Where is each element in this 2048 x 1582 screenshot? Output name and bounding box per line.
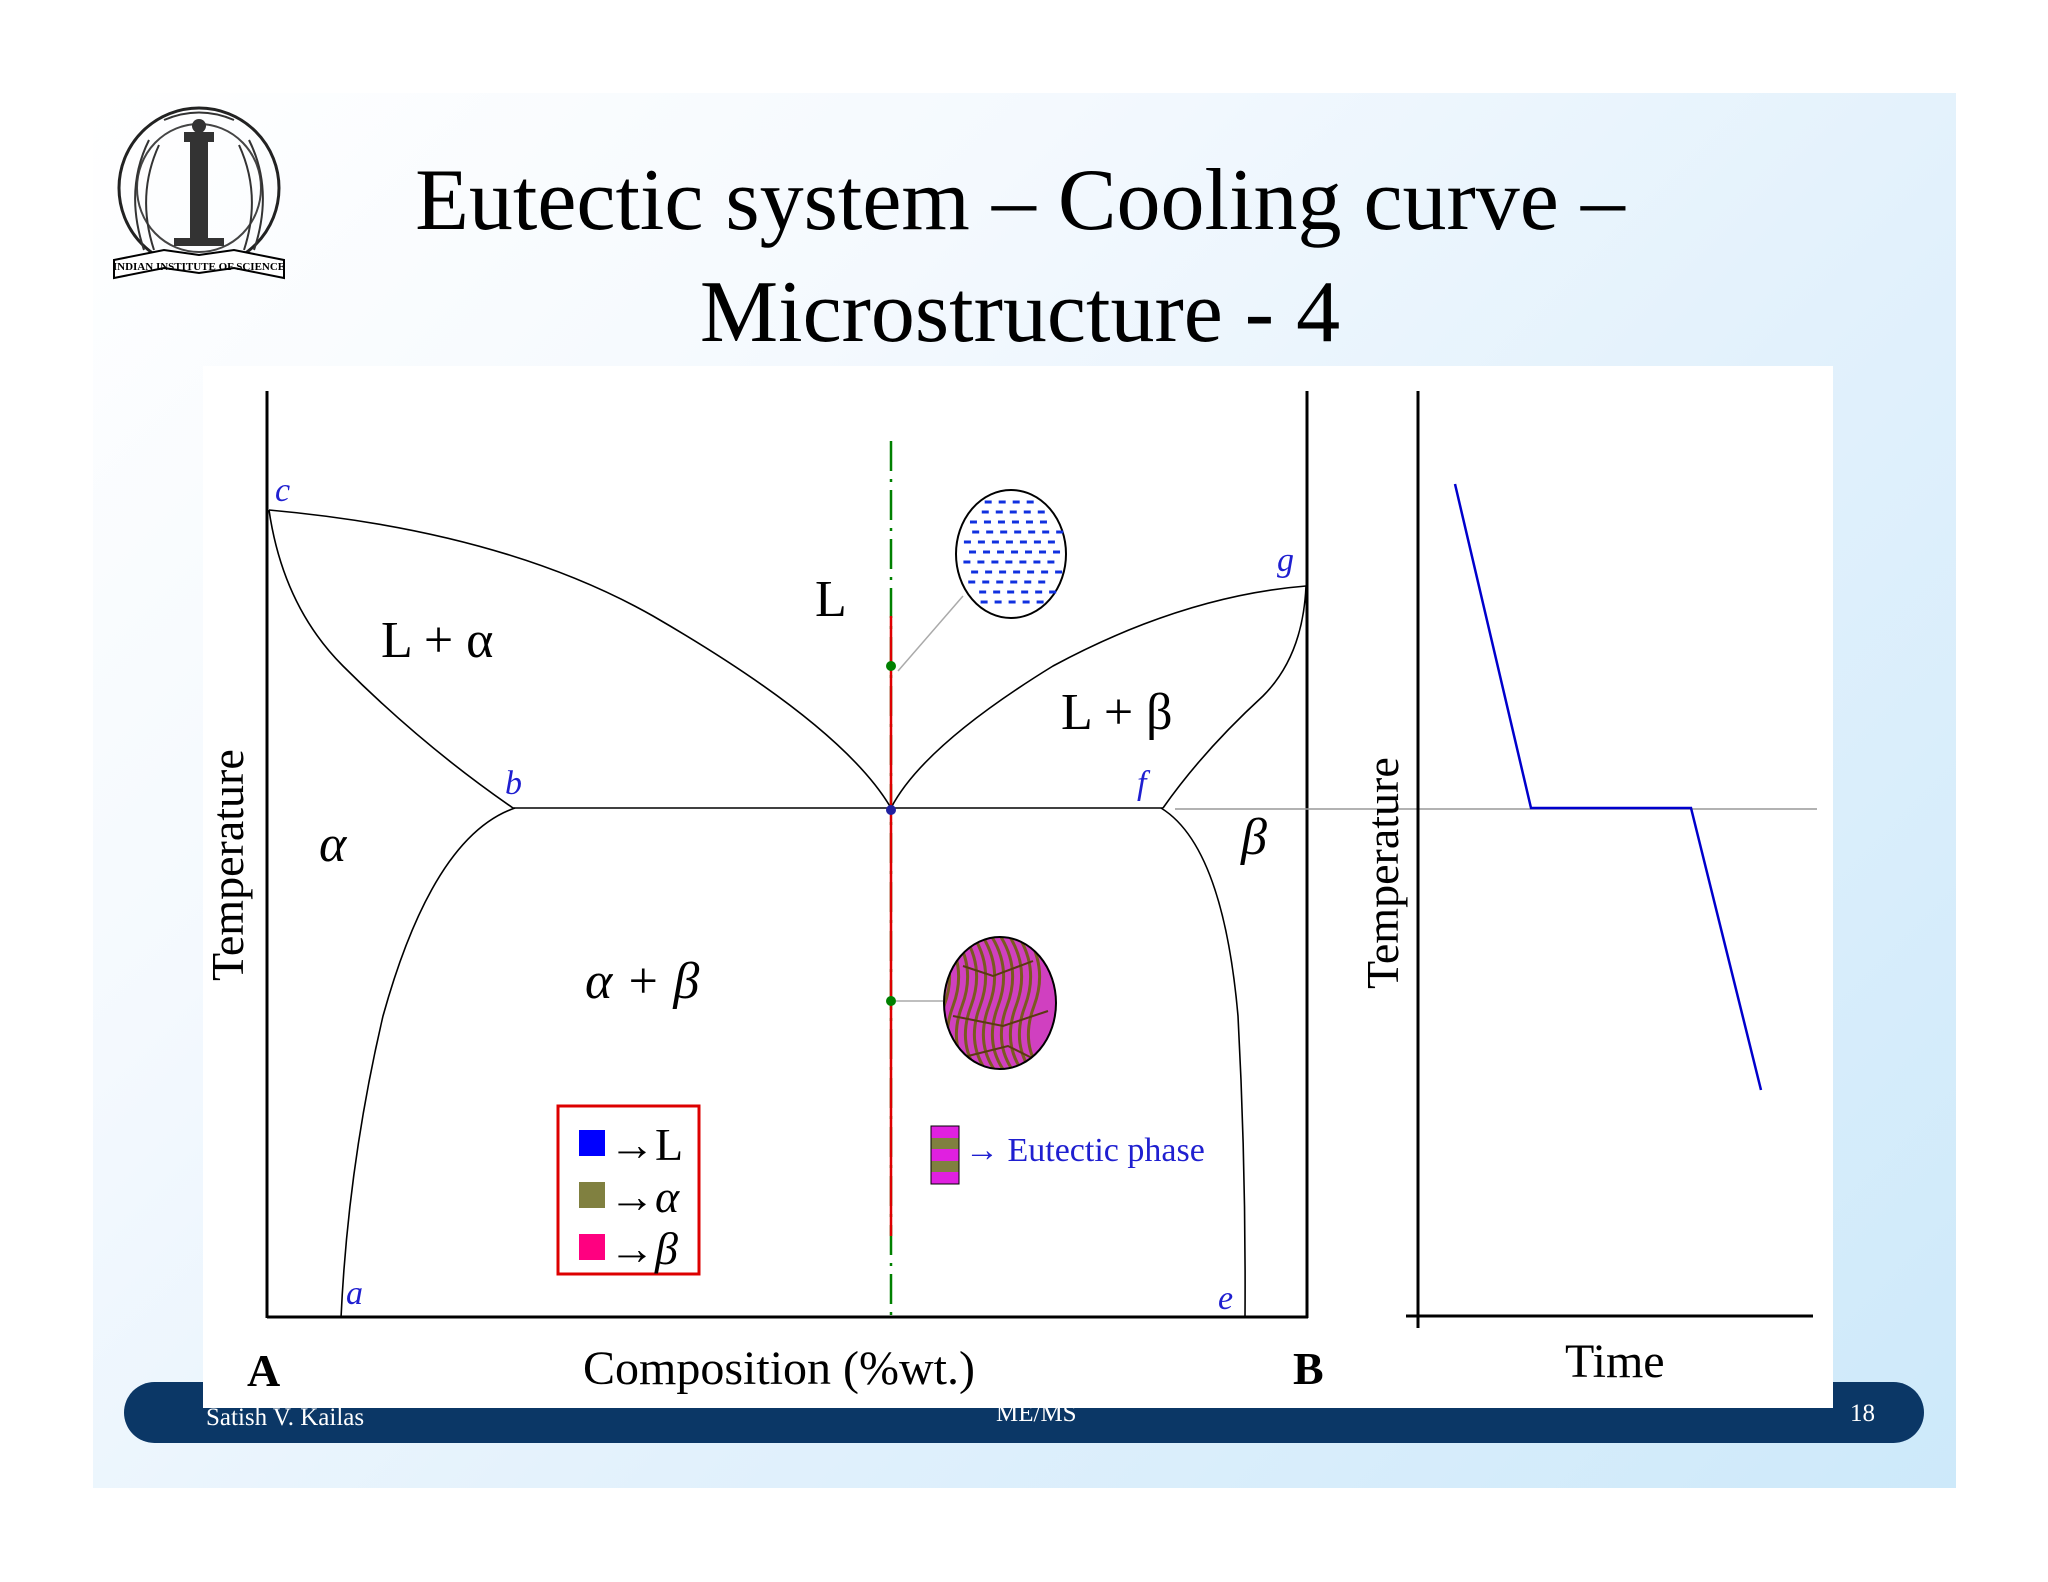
phase-y-axis-label: Temperature [203, 749, 253, 981]
title-line-1: Eutectic system – Cooling curve – [415, 152, 1625, 249]
cooling-x-axis-label: Time [1565, 1335, 1665, 1388]
legend-label: →L [609, 1119, 683, 1170]
eutectic-microstructure [943, 936, 1057, 1070]
solidus-left [268, 509, 514, 809]
state-point-liquid [886, 661, 896, 671]
region-liquid: L [815, 571, 847, 628]
eutectic-phase-key [930, 1125, 960, 1185]
liquid-pointer-arrow [897, 595, 964, 672]
region-beta: β [1240, 809, 1267, 866]
solvus-right [1160, 807, 1246, 1319]
iisc-logo: INDIAN INSTITUTE OF SCIENCE [113, 106, 285, 280]
end-component-b: B [1293, 1343, 1324, 1394]
eutectic-phase-label: → Eutectic phase [965, 1132, 1205, 1169]
state-point-eutectic [886, 805, 896, 815]
region-l-beta: L + β [1061, 684, 1173, 741]
legend-label: →β [609, 1223, 678, 1274]
point-a: a [346, 1275, 363, 1312]
phase-diagram-figure: L L + α L + β α β α + β c g b f a e Temp… [202, 391, 1817, 1396]
figure-panel: L L + α L + β α β α + β c g b f a e Temp… [202, 366, 1833, 1408]
region-l-alpha: L + α [381, 612, 493, 669]
logo-text: INDIAN INSTITUTE OF SCIENCE [113, 261, 285, 273]
legend-swatch [579, 1182, 605, 1208]
cooling-curve-line [1453, 483, 1763, 1091]
point-f: f [1137, 765, 1151, 802]
footer-page-number: 18 [1850, 1400, 1875, 1427]
point-b: b [505, 765, 522, 802]
end-component-a: A [247, 1345, 280, 1396]
region-alpha: α [319, 816, 348, 873]
phase-x-axis-label: Composition (%wt.) [583, 1342, 975, 1395]
region-alpha-beta: α + β [585, 953, 699, 1010]
solidus-right [1162, 585, 1307, 809]
title-line-2: Microstructure - 4 [699, 264, 1341, 361]
state-point-solid [886, 996, 896, 1006]
slide-title: Eutectic system – Cooling curve – Micros… [330, 145, 1710, 369]
point-c: c [275, 472, 290, 509]
legend-swatch [579, 1130, 605, 1156]
point-e: e [1218, 1280, 1233, 1317]
solvus-left [340, 807, 516, 1319]
liquid-microstructure [955, 489, 1067, 619]
footer-author: Satish V. Kailas [206, 1404, 365, 1431]
legend-swatch [579, 1234, 605, 1260]
liquidus-left [268, 509, 892, 809]
legend-label: →α [609, 1171, 680, 1222]
point-g: g [1277, 542, 1294, 579]
cooling-y-axis-label: Temperature [1357, 757, 1408, 989]
liquidus-right [890, 585, 1307, 809]
